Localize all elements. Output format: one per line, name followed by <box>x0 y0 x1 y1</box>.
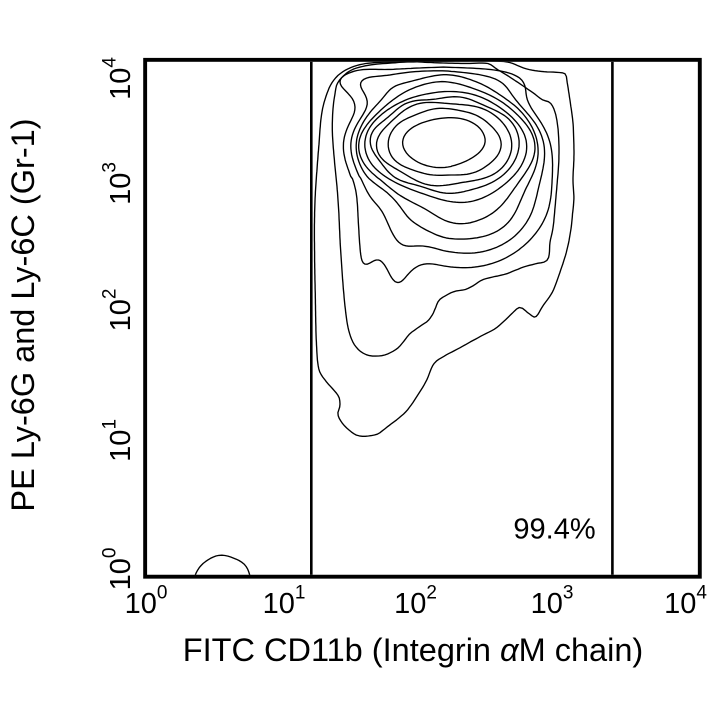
svg-text:102: 102 <box>99 289 137 332</box>
svg-text:99.4%: 99.4% <box>513 514 595 546</box>
svg-text:104: 104 <box>99 57 137 100</box>
svg-text:PE Ly-6G and Ly-6C (Gr-1): PE Ly-6G and Ly-6C (Gr-1) <box>5 118 41 511</box>
svg-text:FITC CD11b (Integrin αM chain): FITC CD11b (Integrin αM chain) <box>183 632 643 668</box>
